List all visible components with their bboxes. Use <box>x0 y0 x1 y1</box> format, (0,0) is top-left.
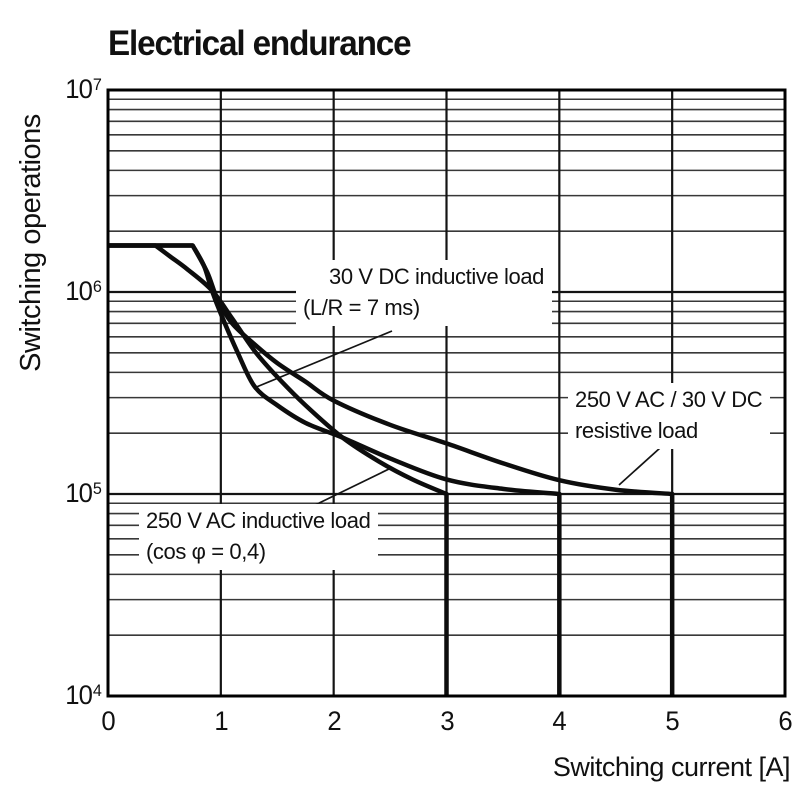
annotation-resistive: 250 V AC / 30 V DC resistive load <box>568 383 771 449</box>
annotation-dc-inductive-line2: (L/R = 7 ms) <box>303 295 420 320</box>
chart-title: Electrical endurance <box>108 24 412 63</box>
annotation-ac-inductive-line1: 250 V AC inductive load <box>146 508 371 533</box>
x-axis-label: Switching current [A] <box>552 752 791 782</box>
x-tick-label: 6 <box>778 706 792 736</box>
annotation-ac-inductive: 250 V AC inductive load (cos φ = 0,4) <box>139 504 379 570</box>
endurance-curve <box>108 243 449 696</box>
y-tick-label: 105 <box>65 478 102 508</box>
x-tick-label: 1 <box>214 706 228 736</box>
x-tick-label: 0 <box>101 706 115 736</box>
x-tick-label: 5 <box>665 706 679 736</box>
x-tick-label: 2 <box>326 706 341 736</box>
x-tick-label: 4 <box>552 706 567 736</box>
annotation-dc-inductive-line1: 30 V DC inductive load <box>329 264 544 289</box>
annotation-dc-inductive: 30 V DC inductive load (L/R = 7 ms) <box>296 260 552 326</box>
annotation-ac-inductive-line2: (cos φ = 0,4) <box>146 539 266 564</box>
plot-border <box>106 88 787 698</box>
annotation-resistive-line1: 250 V AC / 30 V DC <box>575 387 763 412</box>
annotation-resistive-line2: resistive load <box>575 418 698 443</box>
y-tick-label: 107 <box>65 74 102 104</box>
annotation-leader-line <box>312 467 392 507</box>
annotation-leader-line <box>618 447 661 486</box>
y-tick-label: 106 <box>65 276 102 306</box>
x-tick-label: 3 <box>439 706 454 736</box>
y-tick-label: 104 <box>65 680 102 710</box>
